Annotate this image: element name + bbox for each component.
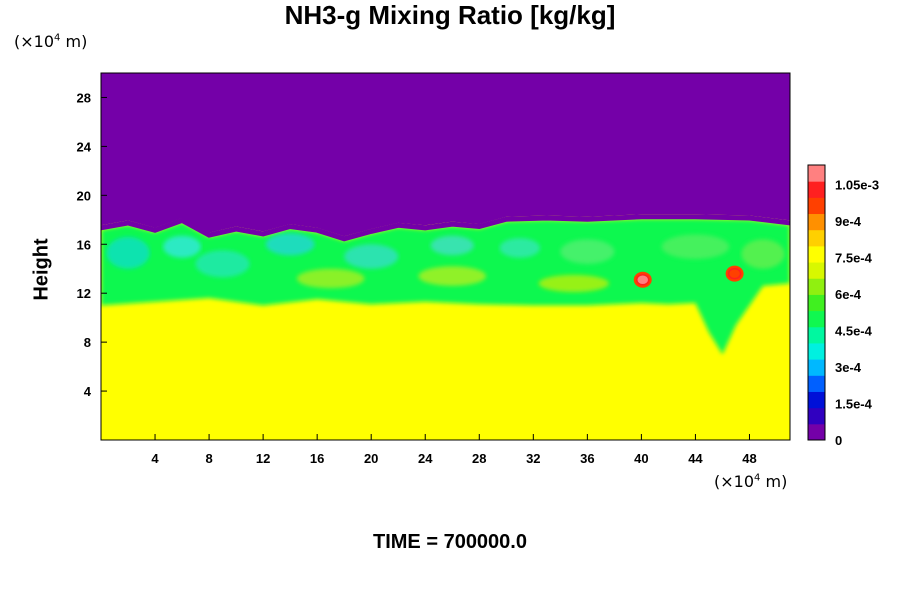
colorbar-segment <box>808 197 825 215</box>
local-maximum-core <box>727 267 742 280</box>
y-unit-exponent: 4 <box>54 32 61 44</box>
mixing-patch <box>741 239 785 269</box>
colorbar-tick-label: 1.05e-3 <box>835 177 879 192</box>
x-unit-suffix: m) <box>760 472 788 491</box>
y-tick-label: 28 <box>77 90 91 105</box>
x-tick-label: 20 <box>364 451 378 466</box>
colorbar-segment <box>808 262 825 279</box>
y-ticks: 4 8 12 16 20 24 28 <box>77 90 107 399</box>
mixing-patch <box>430 235 474 256</box>
upper-layer-region <box>101 73 790 237</box>
colorbar-segment <box>808 359 825 376</box>
mixed-layer-region <box>101 218 790 355</box>
colorbar-segment <box>808 423 825 441</box>
y-tick-label: 16 <box>77 237 91 252</box>
y-axis-unit: (×104 m) <box>14 32 87 51</box>
mixing-patch <box>344 244 399 269</box>
x-tick-label: 12 <box>256 451 270 466</box>
y-unit-suffix: m) <box>60 32 88 51</box>
transition-band <box>101 214 790 242</box>
plot-frame <box>100 72 791 441</box>
y-tick-label: 8 <box>84 335 91 350</box>
colorbar-segment <box>808 278 825 295</box>
chart-title: NH3-g Mixing Ratio [kg/kg] <box>284 0 616 30</box>
x-tick-label: 28 <box>472 451 486 466</box>
mixing-patch <box>418 266 487 286</box>
mixing-patch <box>296 268 365 289</box>
x-tick-label: 40 <box>634 451 648 466</box>
mixing-patch <box>560 239 615 264</box>
colorbar-tick-label: 0 <box>835 433 842 448</box>
x-ticks: 4 8 12 16 20 24 28 32 36 40 44 48 <box>151 434 757 466</box>
colorbar-segment <box>808 391 825 409</box>
colorbar-segment <box>808 165 825 182</box>
x-unit-exponent: 4 <box>754 472 761 484</box>
colorbar-segment <box>808 310 825 328</box>
local-maximum-core <box>635 273 650 286</box>
y-tick-label: 4 <box>84 384 92 399</box>
colorbar: 0 1.5e-4 3e-4 4.5e-4 6e-4 7.5e-4 9e-4 1.05e-3 <box>807 164 879 448</box>
colorbar-segment <box>808 375 825 392</box>
x-tick-label: 44 <box>688 451 703 466</box>
mixing-patch <box>163 235 201 258</box>
x-tick-label: 32 <box>526 451 540 466</box>
colorbar-segment <box>808 213 825 231</box>
colorbar-segment <box>808 342 825 360</box>
x-tick-label: 8 <box>205 451 212 466</box>
y-unit-prefix: (×10 <box>14 32 55 51</box>
colorbar-segment <box>808 181 825 198</box>
plot-area <box>101 73 790 440</box>
mixing-patch <box>195 250 250 278</box>
colorbar-segment <box>808 326 825 344</box>
y-tick-label: 12 <box>77 286 91 301</box>
mixing-patch <box>661 234 730 259</box>
colorbar-tick-label: 4.5e-4 <box>835 323 873 338</box>
y-tick-label: 24 <box>77 139 92 154</box>
x-unit-prefix: (×10 <box>714 472 755 491</box>
x-tick-label: 4 <box>151 451 159 466</box>
colorbar-segment <box>808 407 825 425</box>
mixing-patch <box>265 233 315 256</box>
y-tick-label: 20 <box>77 188 91 203</box>
colorbar-tick-label: 7.5e-4 <box>835 250 873 265</box>
colorbar-tick-label: 1.5e-4 <box>835 396 873 411</box>
colorbar-segment <box>808 245 825 263</box>
x-tick-label: 36 <box>580 451 594 466</box>
x-tick-label: 16 <box>310 451 324 466</box>
colorbar-segment <box>808 294 825 312</box>
mixing-patch <box>106 236 150 269</box>
colorbar-frame <box>807 164 826 441</box>
mixing-patch <box>538 274 609 292</box>
x-tick-label: 48 <box>742 451 756 466</box>
colorbar-segment <box>808 229 825 247</box>
x-tick-label: 24 <box>418 451 433 466</box>
x-axis-unit: (×104 m) <box>714 472 787 491</box>
colorbar-tick-label: 9e-4 <box>835 214 862 229</box>
colorbar-tick-label: 3e-4 <box>835 360 862 375</box>
time-label: TIME = 700000.0 <box>373 531 527 553</box>
mixing-patch <box>499 238 541 258</box>
colorbar-tick-label: 6e-4 <box>835 287 862 302</box>
